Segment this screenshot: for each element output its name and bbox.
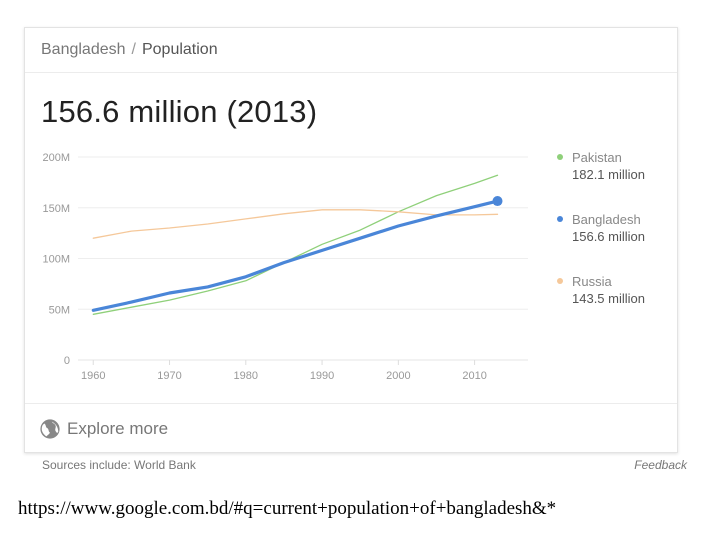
y-tick-label: 50M — [49, 304, 70, 316]
x-tick-label: 1980 — [234, 370, 258, 382]
footer-divider — [25, 403, 677, 404]
legend-value-bangladesh: 156.6 million — [572, 229, 645, 244]
legend-marker-russia — [557, 278, 563, 284]
legend-value-pakistan: 182.1 million — [572, 167, 645, 182]
breadcrumb: Bangladesh / Population — [25, 28, 677, 73]
legend-name-pakistan: Pakistan — [572, 150, 622, 165]
breadcrumb-topic: Population — [141, 41, 218, 58]
x-tick-label: 2010 — [462, 370, 486, 382]
headline-value: 156.6 million (2013) — [41, 94, 318, 129]
explore-more-link[interactable]: Explore more — [39, 418, 168, 440]
legend-name-bangladesh: Bangladesh — [572, 212, 641, 227]
series-line-russia — [92, 209, 499, 239]
y-tick-label: 0 — [64, 355, 70, 367]
y-tick-label: 200M — [42, 152, 70, 164]
series-line-pakistan — [92, 174, 499, 315]
x-tick-label: 1970 — [157, 370, 181, 382]
x-tick-label: 1960 — [81, 370, 105, 382]
globe-icon — [40, 419, 60, 439]
breadcrumb-separator: / — [131, 41, 136, 58]
y-tick-label: 100M — [42, 254, 70, 266]
sources-text: Sources include: World Bank — [42, 458, 196, 472]
legend-marker-bangladesh — [557, 216, 563, 222]
breadcrumb-country[interactable]: Bangladesh — [41, 41, 126, 58]
population-chart: 0 50M 100M 150M 200M 1960 1970 1980 1990 2000 2010… — [42, 150, 645, 382]
legend-name-russia: Russia — [572, 274, 613, 289]
y-tick-label: 150M — [42, 203, 70, 215]
series-line-bangladesh — [91, 199, 500, 312]
x-tick-label: 1990 — [310, 370, 334, 382]
legend-marker-pakistan — [557, 154, 563, 160]
legend-value-russia: 143.5 million — [572, 291, 645, 306]
x-tick-label: 2000 — [386, 370, 410, 382]
explore-more-label: Explore more — [67, 419, 169, 438]
page-url: https://www.google.com.bd/#q=current+pop… — [18, 498, 557, 519]
population-card: Bangladesh / Population 156.6 million (2… — [24, 27, 678, 453]
feedback-link[interactable]: Feedback — [634, 458, 687, 472]
series-endpoint-bangladesh — [492, 196, 503, 207]
